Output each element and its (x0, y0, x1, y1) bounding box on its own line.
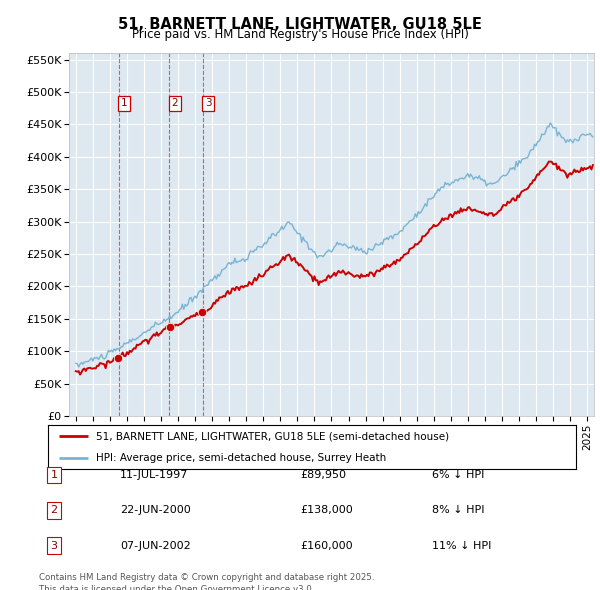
Text: 1: 1 (121, 99, 128, 109)
Text: 51, BARNETT LANE, LIGHTWATER, GU18 5LE (semi-detached house): 51, BARNETT LANE, LIGHTWATER, GU18 5LE (… (95, 431, 449, 441)
Text: 3: 3 (50, 541, 58, 550)
Text: £160,000: £160,000 (300, 541, 353, 550)
Text: 2: 2 (171, 99, 178, 109)
Text: 11-JUL-1997: 11-JUL-1997 (120, 470, 188, 480)
Text: £138,000: £138,000 (300, 506, 353, 515)
Text: 11% ↓ HPI: 11% ↓ HPI (432, 541, 491, 550)
Text: £89,950: £89,950 (300, 470, 346, 480)
Text: 07-JUN-2002: 07-JUN-2002 (120, 541, 191, 550)
Text: Price paid vs. HM Land Registry's House Price Index (HPI): Price paid vs. HM Land Registry's House … (131, 28, 469, 41)
Text: 22-JUN-2000: 22-JUN-2000 (120, 506, 191, 515)
Text: 2: 2 (50, 506, 58, 515)
Text: 1: 1 (50, 470, 58, 480)
Text: 51, BARNETT LANE, LIGHTWATER, GU18 5LE: 51, BARNETT LANE, LIGHTWATER, GU18 5LE (118, 17, 482, 31)
Text: 6% ↓ HPI: 6% ↓ HPI (432, 470, 484, 480)
Text: 3: 3 (205, 99, 211, 109)
Text: Contains HM Land Registry data © Crown copyright and database right 2025.
This d: Contains HM Land Registry data © Crown c… (39, 573, 374, 590)
Text: HPI: Average price, semi-detached house, Surrey Heath: HPI: Average price, semi-detached house,… (95, 453, 386, 463)
Text: 8% ↓ HPI: 8% ↓ HPI (432, 506, 485, 515)
